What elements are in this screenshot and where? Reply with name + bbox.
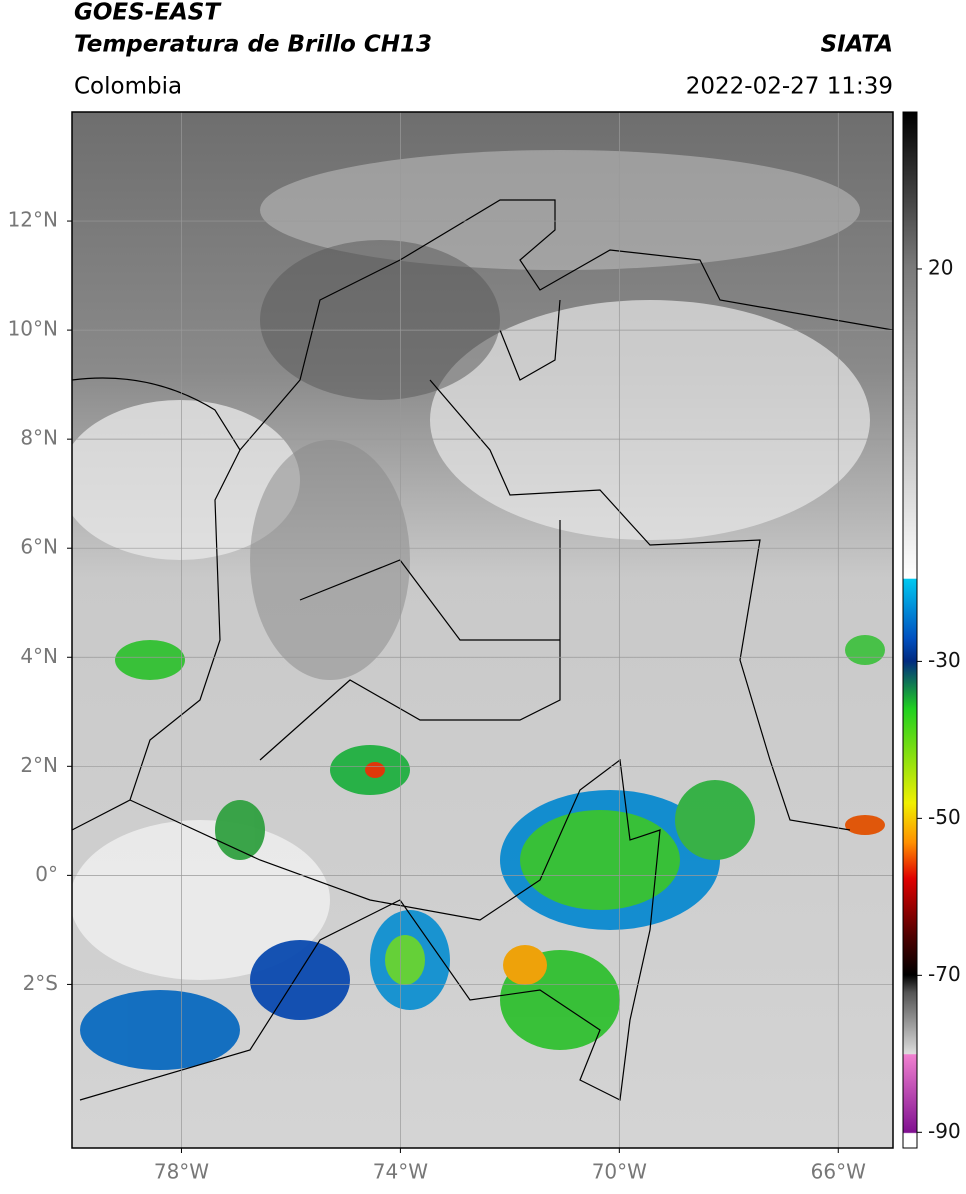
- lon-tick-label: 78°W: [154, 1160, 209, 1184]
- title-line1: GOES-EAST: [74, 0, 222, 26]
- lon-tick-label: 74°W: [373, 1160, 428, 1184]
- colorbar-tick-label: -50: [928, 805, 961, 829]
- lat-tick-label: 2°S: [23, 971, 58, 995]
- datetime: 2022-02-27 11:39: [686, 74, 893, 100]
- lon-tick-label: 66°W: [811, 1160, 866, 1184]
- lon-tick-label: 70°W: [592, 1160, 647, 1184]
- title-line2: Temperatura de Brillo CH13: [74, 32, 432, 58]
- map-frame: [71, 111, 894, 1149]
- lat-tick-label: 2°N: [20, 753, 58, 777]
- colorbar-tick-label: -30: [928, 648, 961, 672]
- region: Colombia: [74, 74, 182, 100]
- colorbar-tick-label: -90: [928, 1119, 961, 1143]
- source: SIATA: [821, 32, 893, 58]
- lat-tick-label: 6°N: [20, 535, 58, 559]
- lat-tick-label: 8°N: [20, 426, 58, 450]
- lat-tick-label: 10°N: [8, 317, 58, 341]
- satellite-image: [72, 112, 893, 1148]
- lat-tick-label: 4°N: [20, 644, 58, 668]
- lat-tick-label: 12°N: [8, 208, 58, 232]
- colorbar: [902, 111, 918, 1149]
- colorbar-tick-label: 20: [928, 255, 953, 279]
- colorbar-tick-label: -70: [928, 962, 961, 986]
- lat-tick-label: 0°: [35, 862, 58, 886]
